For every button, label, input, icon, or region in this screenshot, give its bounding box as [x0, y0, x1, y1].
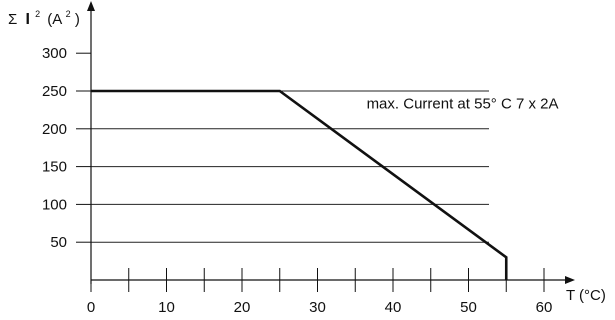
y-tick-label-200: 200: [42, 121, 67, 138]
y-axis-unit-close: ): [75, 11, 80, 28]
derating-curve-0: [91, 89, 508, 280]
y-axis-unit-open: (A: [47, 11, 62, 28]
x-axis-title: T (°C): [566, 287, 606, 304]
y-tick-label-50: 50: [50, 234, 67, 251]
y-axis-symbol: I: [25, 11, 29, 28]
x-tick-label-60: 60: [536, 299, 553, 316]
x-tick-label-20: 20: [234, 299, 251, 316]
y-axis-symbol-exponent: 2: [35, 9, 40, 19]
y-tick-label-250: 250: [42, 83, 67, 100]
x-tick-label-0: 0: [87, 299, 95, 316]
x-tick-label-30: 30: [309, 299, 326, 316]
x-tick-label-10: 10: [158, 299, 175, 316]
y-axis-unit-exponent: 2: [66, 9, 71, 19]
x-tick-label-50: 50: [460, 299, 477, 316]
max-current-annotation: max. Current at 55° C 7 x 2A: [367, 95, 559, 112]
y-tick-label-150: 150: [42, 159, 67, 176]
x-tick-label-40: 40: [385, 299, 402, 316]
axes: [87, 1, 575, 284]
series-layer: [91, 89, 508, 280]
y-axis-sigma: Σ: [8, 11, 17, 28]
gridlines: [91, 90, 489, 243]
y-tick-label-100: 100: [42, 196, 67, 213]
y-tick-label-300: 300: [42, 45, 67, 62]
y-axis-title: Σ I 2 (A 2 ): [8, 4, 80, 28]
ticks: 0 10 20 30 40 50 60 50 100 150 200 250 300: [42, 45, 552, 316]
